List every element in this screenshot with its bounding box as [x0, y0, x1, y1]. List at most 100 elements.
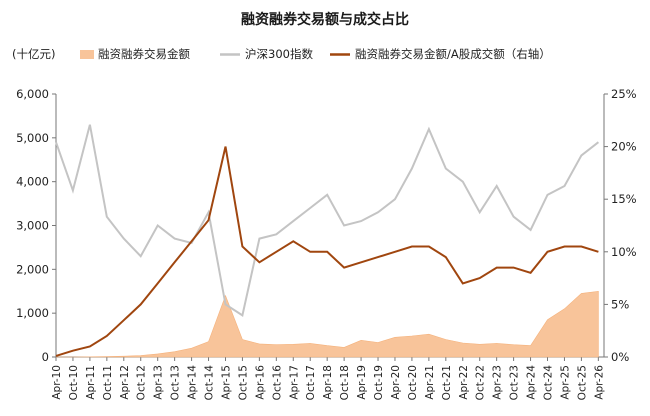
x-tick-label: Oct-10	[68, 365, 80, 400]
x-tick-label: Apr-25	[559, 365, 571, 400]
x-tick-label: Oct-23	[509, 365, 521, 400]
legend-label-margin-amount: 融资融券交易金额	[98, 47, 190, 61]
point-ratio	[275, 251, 277, 253]
point-margin-amount	[190, 347, 192, 349]
point-margin-amount	[546, 319, 548, 321]
point-ratio	[55, 355, 57, 357]
point-csi300	[123, 237, 125, 239]
point-ratio	[428, 245, 430, 247]
series-line-csi300	[55, 124, 600, 318]
point-ratio	[597, 251, 599, 253]
point-csi300	[546, 194, 548, 196]
legend-label-ratio: 融资融券交易金额/A股成交额（右轴）	[355, 47, 551, 61]
point-csi300	[89, 123, 91, 125]
left-tick-label: 1,000	[16, 306, 49, 320]
point-margin-amount	[428, 333, 430, 335]
point-ratio	[106, 335, 108, 337]
point-margin-amount	[275, 344, 277, 346]
x-tick-label: Apr-15	[220, 365, 232, 400]
point-csi300	[462, 180, 464, 182]
x-tick-label: Oct-22	[475, 365, 487, 400]
point-margin-amount	[377, 341, 379, 343]
x-tick-label: Oct-13	[170, 365, 182, 400]
point-ratio	[173, 261, 175, 263]
x-tick-label: Apr-16	[254, 365, 266, 400]
point-ratio	[580, 245, 582, 247]
point-ratio	[123, 319, 125, 321]
point-margin-amount	[360, 339, 362, 341]
right-tick-label: 15%	[611, 192, 637, 206]
point-margin-amount	[241, 338, 243, 340]
series-line-ratio	[55, 146, 599, 357]
data-points	[55, 123, 600, 358]
point-margin-amount	[597, 290, 599, 292]
point-margin-amount	[580, 292, 582, 294]
x-tick-label: Oct-17	[305, 365, 317, 400]
point-margin-amount	[512, 344, 514, 346]
point-margin-amount	[394, 336, 396, 338]
right-tick-label: 20%	[611, 140, 637, 154]
point-margin-amount	[411, 335, 413, 337]
point-csi300	[275, 233, 277, 235]
point-ratio	[529, 272, 531, 274]
point-ratio	[462, 282, 464, 284]
point-csi300	[360, 220, 362, 222]
point-margin-amount	[529, 344, 531, 346]
point-csi300	[343, 224, 345, 226]
point-csi300	[309, 207, 311, 209]
point-ratio	[546, 251, 548, 253]
point-margin-amount	[156, 353, 158, 355]
point-margin-amount	[495, 342, 497, 344]
point-ratio	[394, 251, 396, 253]
point-ratio	[445, 256, 447, 258]
point-margin-amount	[106, 355, 108, 357]
point-csi300	[156, 224, 158, 226]
point-csi300	[428, 128, 430, 130]
x-axis-ticks: Apr-10 Oct-10 Apr-11 Oct-11 Apr-12 Oct-12 Apr-…	[51, 357, 605, 400]
point-margin-amount	[89, 356, 91, 358]
left-axis-ticks: 0 1,000 2,000 3,000 4,000 5,000 6,000	[16, 87, 56, 364]
x-tick-label: Oct-11	[102, 365, 114, 400]
point-margin-amount	[173, 351, 175, 353]
legend-label-csi300: 沪深300指数	[245, 47, 313, 61]
point-csi300	[445, 167, 447, 169]
x-tick-label: Apr-12	[119, 365, 131, 400]
x-tick-label: Oct-25	[576, 365, 588, 400]
legend: 融资融券交易金额 沪深300指数 融资融券交易金额/A股成交额（右轴）	[80, 47, 551, 61]
point-ratio	[360, 261, 362, 263]
right-tick-label: 25%	[611, 87, 637, 101]
point-csi300	[377, 211, 379, 213]
point-margin-amount	[258, 343, 260, 345]
point-margin-amount	[224, 294, 226, 296]
x-tick-label: Apr-19	[356, 365, 368, 400]
point-ratio	[72, 349, 74, 351]
point-csi300	[72, 189, 74, 191]
point-csi300	[258, 237, 260, 239]
x-tick-label: Oct-14	[204, 365, 216, 401]
right-tick-label: 5%	[611, 297, 629, 311]
point-margin-amount	[563, 308, 565, 310]
left-tick-label: 2,000	[16, 262, 49, 276]
point-margin-amount	[207, 340, 209, 342]
point-csi300	[326, 194, 328, 196]
x-tick-label: Oct-21	[441, 365, 453, 400]
left-tick-label: 5,000	[16, 131, 49, 145]
point-ratio	[479, 277, 481, 279]
x-tick-label: Oct-20	[407, 365, 419, 400]
point-ratio	[190, 240, 192, 242]
point-csi300	[292, 220, 294, 222]
point-ratio	[326, 251, 328, 253]
x-tick-label: Oct-15	[237, 365, 249, 400]
left-axis-unit: (十亿元)	[12, 47, 55, 61]
point-csi300	[411, 167, 413, 169]
chart-title: 融资融券交易额与成交占比	[241, 11, 409, 28]
x-tick-label: Apr-22	[458, 365, 470, 400]
point-margin-amount	[140, 354, 142, 356]
point-margin-amount	[309, 342, 311, 344]
point-csi300	[479, 211, 481, 213]
left-tick-label: 3,000	[16, 219, 49, 233]
point-margin-amount	[462, 342, 464, 344]
x-tick-label: Apr-17	[288, 365, 300, 400]
point-ratio	[343, 266, 345, 268]
